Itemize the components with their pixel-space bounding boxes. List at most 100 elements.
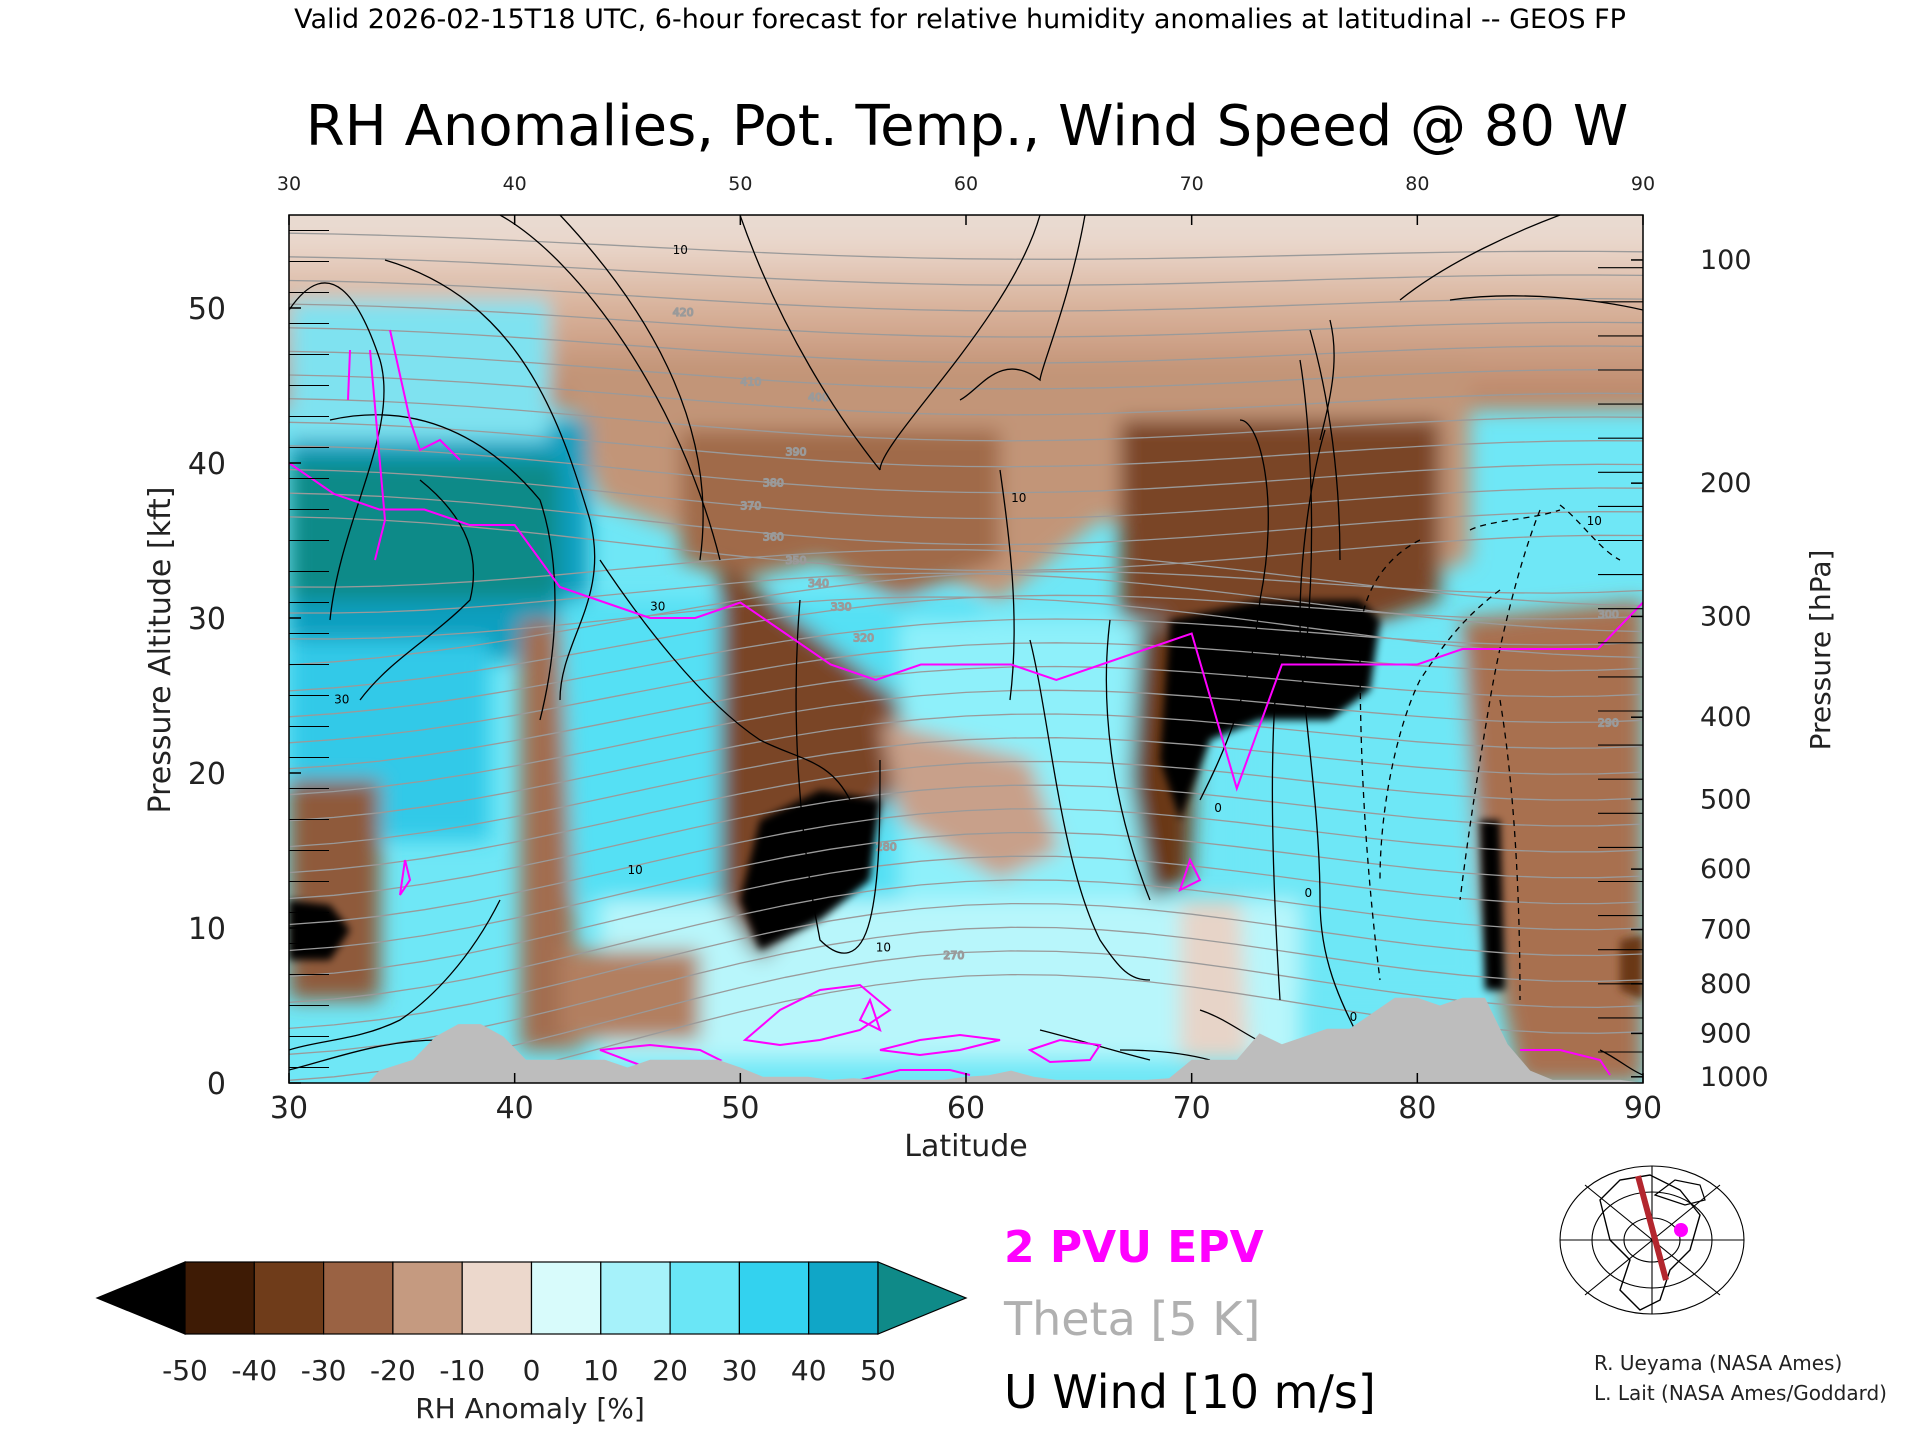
colorbar-segment xyxy=(392,1261,463,1335)
theta-contour-line xyxy=(289,618,1643,718)
theta-contour-line xyxy=(289,492,1643,546)
pressure-tick-label: 1000 xyxy=(1700,1062,1769,1093)
colorbar-tick-label: 0 xyxy=(523,1354,541,1387)
theta-contour-line xyxy=(289,350,1643,390)
legend-entry-epv: 2 PVU EPV xyxy=(1004,1222,1264,1273)
theta-contour-line xyxy=(289,831,1643,952)
y-tick-label: 40 xyxy=(188,447,226,482)
x-axis-bottom: 30 40 50 60 70 80 90 xyxy=(270,1073,1662,1126)
y-tick-label: 30 xyxy=(188,602,226,637)
theta-contour-label: 390 xyxy=(785,445,806,458)
u-wind-contours xyxy=(289,215,1643,1076)
colorbar-tick-label: 30 xyxy=(722,1354,758,1387)
theta-contour-line xyxy=(289,303,1643,338)
colorbar: -50 -40 -30 -20 -10 0 10 20 30 40 50 xyxy=(95,1261,968,1387)
x-tick-label: 30 xyxy=(270,1091,308,1126)
u-wind-contour-label: 30 xyxy=(650,599,665,613)
legend-entry-theta: Theta [5 K] xyxy=(1003,1292,1260,1346)
pressure-tick-label: 400 xyxy=(1700,702,1752,733)
x-tick-label: 40 xyxy=(496,1091,534,1126)
x-top-tick-label: 90 xyxy=(1631,173,1655,195)
x-axis-top: 30 40 50 60 70 80 90 xyxy=(277,173,1655,225)
theta-contour-line xyxy=(289,516,1643,572)
u-wind-contour-label: 10 xyxy=(628,863,643,877)
header-text: Valid 2026-02-15T18 UTC, 6-hour forecast… xyxy=(294,4,1626,35)
theta-contour-line xyxy=(289,713,1643,822)
colorbar-segment xyxy=(808,1261,879,1335)
theta-contour-line xyxy=(289,808,1643,926)
theta-contour-label: 340 xyxy=(808,577,829,590)
u-wind-contour-labels: 10 10 10 10 30 30 0 0 0 10 xyxy=(334,243,1602,1024)
colorbar-segment xyxy=(738,1261,810,1335)
colorbar-tick-label: 50 xyxy=(860,1354,896,1387)
colorbar-tick-label: -30 xyxy=(301,1354,347,1387)
theta-contour-line xyxy=(289,760,1643,874)
chart-title: RH Anomalies, Pot. Temp., Wind Speed @ 8… xyxy=(306,94,1628,159)
pressure-tick-label: 300 xyxy=(1700,601,1752,632)
theta-contour-label: 380 xyxy=(763,476,784,489)
theta-contour-line xyxy=(289,855,1643,978)
cross-section-path xyxy=(1635,1175,1669,1281)
y-axis-left: 0 10 20 30 40 50 xyxy=(188,229,329,1102)
theta-contour-label: 410 xyxy=(740,376,761,389)
inset-map xyxy=(1552,1160,1752,1315)
theta-contour-line xyxy=(289,549,1643,607)
pressure-tick-label: 100 xyxy=(1700,245,1752,276)
pressure-tick-label: 500 xyxy=(1700,784,1752,815)
y-axis-right-pressure: 100 200 300 400 500 600 700 800 900 1000 xyxy=(1598,245,1769,1093)
theta-contour-line xyxy=(289,689,1643,796)
y2-axis-label: Pressure [hPa] xyxy=(1804,550,1837,751)
epv-2pvu-line xyxy=(289,462,1643,792)
theta-contour-line xyxy=(289,594,1643,692)
colorbar-tick-label: -20 xyxy=(370,1354,416,1387)
theta-contour-line xyxy=(289,327,1643,364)
theta-contour-label: 350 xyxy=(785,554,806,567)
colorbar-segment xyxy=(184,1261,255,1335)
colorbar-arrow-min xyxy=(95,1261,186,1335)
x-top-tick-label: 50 xyxy=(728,173,752,195)
theta-contour-line xyxy=(289,374,1643,416)
colorbar-tick-label: -10 xyxy=(439,1354,485,1387)
theta-contour-label: 330 xyxy=(831,600,852,613)
u-wind-negative-contours xyxy=(1359,504,1621,1001)
x-top-tick-label: 80 xyxy=(1405,173,1429,195)
x-top-tick-label: 40 xyxy=(503,173,527,195)
plot-area: 4204104003903803703603503403303203002902… xyxy=(289,215,1643,1083)
pressure-tick-label: 200 xyxy=(1700,468,1752,499)
colorbar-segment xyxy=(600,1261,671,1335)
colorbar-tick-label: -50 xyxy=(162,1354,208,1387)
legend: 2 PVU EPV Theta [5 K] U Wind [10 m/s] xyxy=(1003,1222,1376,1419)
x-tick-label: 80 xyxy=(1398,1091,1436,1126)
theta-contour-line xyxy=(289,570,1643,666)
u-wind-contour-label: 0 xyxy=(1214,801,1222,815)
theta-contour-label: 280 xyxy=(876,841,897,854)
theta-contour-label: 400 xyxy=(808,391,829,404)
terrain xyxy=(289,997,1643,1083)
colorbar-segment xyxy=(669,1261,740,1335)
theta-contour-line xyxy=(289,902,1643,1030)
theta-contour-line xyxy=(289,642,1643,744)
x-top-tick-label: 70 xyxy=(1180,173,1204,195)
credit-line-2: L. Lait (NASA Ames/Goddard) xyxy=(1594,1381,1887,1405)
colorbar-tick-label: 40 xyxy=(791,1354,827,1387)
pressure-tick-label: 900 xyxy=(1700,1018,1752,1049)
x-tick-label: 90 xyxy=(1624,1091,1662,1126)
x-tick-label: 70 xyxy=(1173,1091,1211,1126)
u-wind-contour-label: 10 xyxy=(673,243,688,257)
theta-contour-label: 420 xyxy=(673,306,694,319)
theta-contour-line xyxy=(289,398,1643,442)
theta-contour-line xyxy=(289,232,1643,260)
theta-contour-line xyxy=(289,665,1643,770)
colorbar-tick-label: 20 xyxy=(652,1354,688,1387)
theta-contour-label: 290 xyxy=(1598,717,1619,730)
theta-contour-line xyxy=(289,445,1643,494)
colorbar-segment xyxy=(461,1261,533,1335)
colorbar-segment xyxy=(323,1261,394,1335)
y-axis-label: Pressure Altitude [kft] xyxy=(143,487,178,814)
theta-contour-line xyxy=(289,421,1643,468)
colorbar-segment xyxy=(530,1261,602,1335)
epv-2pvu-extra xyxy=(347,329,1611,1081)
theta-contours: 4204104003903803703603503403303203002902… xyxy=(289,232,1643,1083)
colorbar-segment xyxy=(253,1261,325,1335)
theta-contour-line xyxy=(289,256,1643,286)
